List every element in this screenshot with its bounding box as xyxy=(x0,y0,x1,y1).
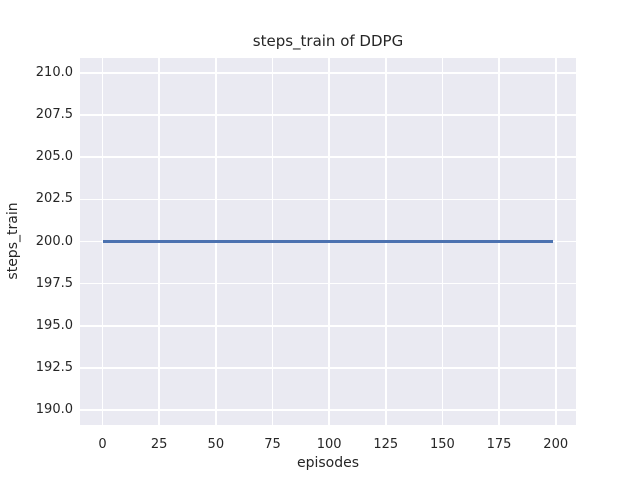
y-gridline xyxy=(80,282,576,285)
y-gridline xyxy=(80,156,576,159)
x-tick-label: 0 xyxy=(98,437,107,452)
x-tick-label: 200 xyxy=(543,437,569,452)
y-tick-label: 205.0 xyxy=(35,149,73,165)
y-tick-label: 207.5 xyxy=(35,107,73,123)
y-tick-label: 200.0 xyxy=(35,233,73,249)
x-axis-label: episodes xyxy=(296,455,360,471)
y-gridline xyxy=(80,408,576,411)
y-tick-label: 210.0 xyxy=(35,65,73,81)
x-tick-label: 150 xyxy=(430,437,455,452)
x-tick-label: 125 xyxy=(373,437,399,452)
y-gridline xyxy=(80,198,576,201)
series-line-steps_train xyxy=(102,240,554,243)
y-gridline xyxy=(80,114,576,117)
y-gridline xyxy=(80,366,576,369)
y-gridline xyxy=(80,72,576,75)
y-gridline xyxy=(80,324,576,327)
plot-area xyxy=(80,58,576,425)
x-tick-label: 25 xyxy=(150,437,168,452)
x-tick-label: 100 xyxy=(316,437,342,452)
y-tick-label: 190.0 xyxy=(35,401,73,417)
x-tick-label: 175 xyxy=(486,437,512,452)
x-tick-label: 50 xyxy=(207,437,225,452)
chart-title: steps_train of DDPG xyxy=(252,32,404,50)
y-tick-label: 192.5 xyxy=(35,359,73,375)
y-tick-label: 195.0 xyxy=(35,317,73,333)
x-tick-label: 75 xyxy=(264,437,281,452)
y-tick-label: 202.5 xyxy=(35,191,73,207)
y-tick-label: 197.5 xyxy=(35,275,73,291)
